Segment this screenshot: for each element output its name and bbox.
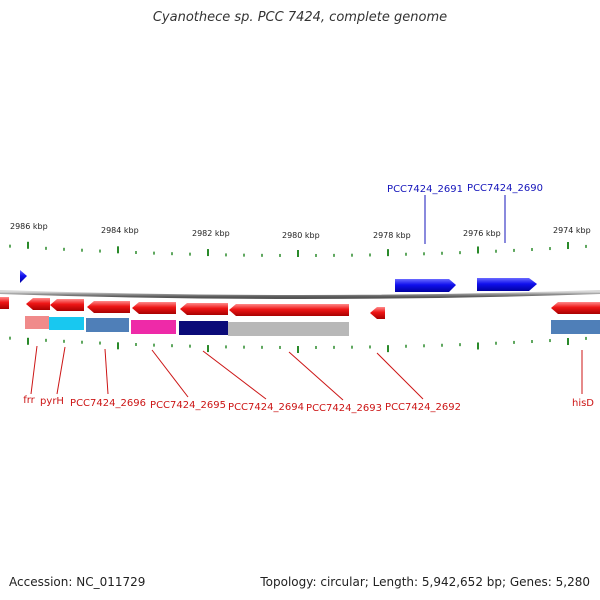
genome-backbone <box>0 290 600 299</box>
gene-label-pyrH: pyrH <box>40 396 64 407</box>
inner-tick-marks <box>9 336 587 353</box>
gene-labels: PCC7424_2691 PCC7424_2690 frr pyrH PCC74… <box>23 183 594 414</box>
category-block-frr <box>25 316 49 329</box>
category-block-PCC7424_2695 <box>131 320 176 334</box>
tick-label-2978: 2978 kbp <box>373 231 411 240</box>
map-title: Cyanothece sp. PCC 7424, complete genome <box>152 10 448 25</box>
category-blocks <box>25 316 600 336</box>
leader-line-PCC7424_2695 <box>151 349 189 398</box>
gene-PCC7424_2690[interactable] <box>477 278 537 291</box>
leader-line-PCC7424_2696 <box>104 348 109 395</box>
tick-label-2980: 2980 kbp <box>282 231 320 240</box>
leader-line-frr <box>30 345 38 395</box>
gene-label-PCC7424_2692: PCC7424_2692 <box>385 402 461 413</box>
label-leader-lines <box>30 195 583 401</box>
tick-label-2984: 2984 kbp <box>101 226 139 235</box>
leader-line-pyrH <box>56 346 66 395</box>
gene-PCC7424_2692[interactable] <box>370 307 385 319</box>
leader-line-PCC7424_2693 <box>288 351 344 401</box>
gene-label-PCC7424_2690: PCC7424_2690 <box>467 183 543 194</box>
gene-PCC7424_2696[interactable] <box>87 301 130 313</box>
forward-strand-genes <box>20 270 537 292</box>
genome-summary-text: Topology: circular; Length: 5,942,652 bp… <box>260 575 590 589</box>
gene-PCC7424_2695[interactable] <box>132 302 176 314</box>
category-block-hisD <box>551 320 600 334</box>
gene-frr[interactable] <box>26 298 50 310</box>
tick-label-2974: 2974 kbp <box>553 226 591 235</box>
gene-PCC7424_2691[interactable] <box>395 279 456 292</box>
category-block-PCC7424_2696 <box>86 318 129 332</box>
gene-label-PCC7424_2696: PCC7424_2696 <box>70 398 146 409</box>
gene-label-frr: frr <box>23 395 35 406</box>
tick-label-2976: 2976 kbp <box>463 229 501 238</box>
reverse-strand-genes <box>0 297 600 319</box>
gene-PCC7424_2693[interactable] <box>229 304 349 316</box>
gene-PCC7424_2694[interactable] <box>180 303 228 315</box>
gene-hisD[interactable] <box>551 302 600 314</box>
gene-label-PCC7424_2695: PCC7424_2695 <box>150 400 226 411</box>
gene-reverse-left-edge[interactable] <box>0 297 9 309</box>
tick-label-2982: 2982 kbp <box>192 229 230 238</box>
category-block-pyrH <box>49 317 84 330</box>
tick-label-2986: 2986 kbp <box>10 222 48 231</box>
category-block-PCC7424_2694 <box>179 321 228 335</box>
leader-line-PCC7424_2692 <box>376 352 424 400</box>
accession-text: Accession: NC_011729 <box>9 575 146 589</box>
gene-pyrH[interactable] <box>50 299 84 311</box>
gene-label-PCC7424_2694: PCC7424_2694 <box>228 402 304 413</box>
gene-label-hisD: hisD <box>572 398 594 409</box>
gene-label-PCC7424_2693: PCC7424_2693 <box>306 403 382 414</box>
leader-line-PCC7424_2694 <box>202 350 267 400</box>
gene-label-PCC7424_2691: PCC7424_2691 <box>387 184 463 195</box>
gene-forward-small[interactable] <box>20 270 27 283</box>
category-block-PCC7424_2693 <box>228 322 349 336</box>
outer-tick-marks <box>9 241 587 257</box>
tick-labels: 2986 kbp 2984 kbp 2982 kbp 2980 kbp 2978… <box>10 222 591 240</box>
